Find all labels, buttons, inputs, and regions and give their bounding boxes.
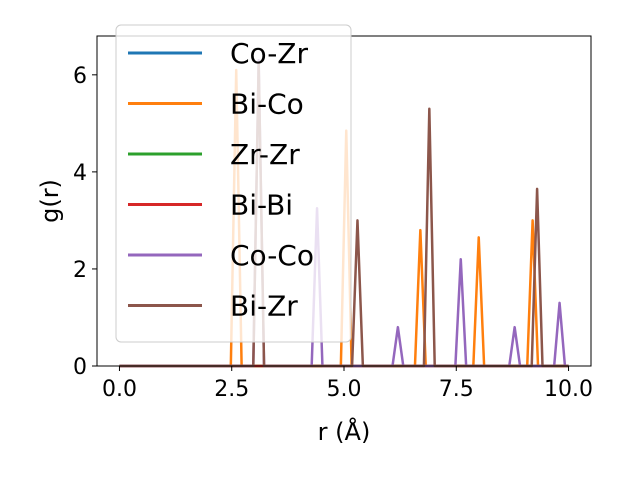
y-tick-label: 4 bbox=[73, 161, 87, 186]
x-tick-label: 5.0 bbox=[327, 377, 362, 402]
x-tick-label: 2.5 bbox=[214, 377, 249, 402]
legend-label-co-zr: Co-Zr bbox=[230, 37, 308, 70]
legend-label-bi-bi: Bi-Bi bbox=[230, 189, 293, 222]
x-ticks: 0.0 2.5 5.0 7.5 10.0 bbox=[102, 366, 593, 402]
legend: Co-Zr Bi-Co Zr-Zr Bi-Bi Co-Co Bi-Zr bbox=[115, 24, 352, 343]
y-tick-label: 2 bbox=[73, 258, 87, 283]
legend-label-zr-zr: Zr-Zr bbox=[230, 138, 300, 171]
y-axis-label: g(r) bbox=[36, 179, 64, 223]
x-axis-label: r (Å) bbox=[318, 417, 371, 446]
legend-label-co-co: Co-Co bbox=[230, 239, 314, 272]
y-tick-label: 0 bbox=[73, 355, 87, 380]
x-tick-label: 10.0 bbox=[544, 377, 593, 402]
legend-label-bi-zr: Bi-Zr bbox=[230, 290, 298, 323]
x-tick-label: 0.0 bbox=[102, 377, 137, 402]
x-tick-label: 7.5 bbox=[439, 377, 474, 402]
y-tick-label: 6 bbox=[73, 64, 87, 89]
y-ticks: 0 2 4 6 bbox=[73, 64, 97, 380]
legend-label-bi-co: Bi-Co bbox=[230, 88, 304, 121]
